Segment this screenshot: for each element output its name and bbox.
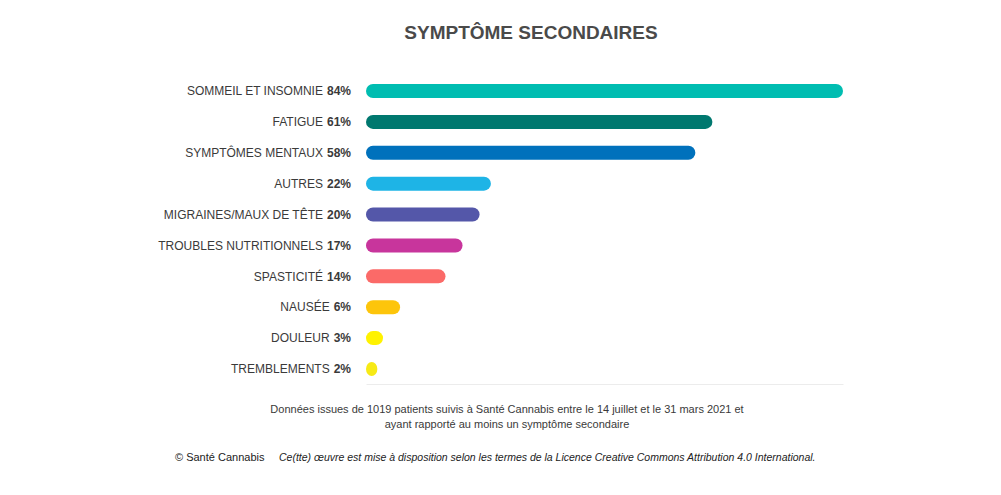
license: Ce(tte) œuvre est mise à disposition sel… xyxy=(279,451,816,463)
category-label: TREMBLEMENTS 2% xyxy=(231,362,351,376)
category-name: SPASTICITÉ xyxy=(254,269,323,284)
bar xyxy=(366,208,480,222)
title: SYMPTÔME SECONDAIRES xyxy=(404,22,657,43)
bar xyxy=(366,269,446,283)
bar xyxy=(366,238,463,252)
note: Données issues de 1019 patients suivis à… xyxy=(270,403,743,415)
notes: Données issues de 1019 patients suivis à… xyxy=(175,403,816,463)
category-label: TROUBLES NUTRITIONNELS 17% xyxy=(158,239,351,253)
data-label: 3% xyxy=(334,331,352,345)
bar xyxy=(366,84,843,98)
data-label: 84% xyxy=(327,84,351,98)
category-label: MIGRAINES/MAUX DE TÊTE 20% xyxy=(164,207,351,222)
category-name: TREMBLEMENTS xyxy=(231,362,330,376)
bar xyxy=(366,331,383,345)
bar xyxy=(366,177,491,191)
data-label: 17% xyxy=(327,239,351,253)
category-label: FATIGUE 61% xyxy=(273,115,352,129)
category-name: MIGRAINES/MAUX DE TÊTE xyxy=(164,207,323,222)
credit: © Santé Cannabis xyxy=(175,451,265,463)
data-label: 20% xyxy=(327,208,351,222)
bar xyxy=(366,146,695,160)
x-axis xyxy=(367,384,844,385)
bars xyxy=(366,84,843,376)
data-label: 14% xyxy=(327,270,351,284)
data-label: 22% xyxy=(327,177,351,191)
data-label: 2% xyxy=(334,362,352,376)
category-name: AUTRES xyxy=(274,177,323,191)
data-label: 58% xyxy=(327,146,351,160)
category-name: FATIGUE xyxy=(273,115,323,129)
category-name: DOULEUR xyxy=(271,331,330,345)
category-name: SYMPTÔMES MENTAUX xyxy=(185,145,323,160)
category-label: SYMPTÔMES MENTAUX 58% xyxy=(185,145,351,160)
x-axis-line xyxy=(367,384,844,385)
category-name: SOMMEIL ET INSOMNIE xyxy=(187,84,323,98)
category-name: NAUSÉE xyxy=(280,299,329,314)
category-labels: SOMMEIL ET INSOMNIE 84% FATIGUE 61% SYMPTÔME… xyxy=(158,84,351,376)
category-label: NAUSÉE 6% xyxy=(280,299,351,314)
category-label: SPASTICITÉ 14% xyxy=(254,269,351,284)
category-label: AUTRES 22% xyxy=(274,177,351,191)
category-name: TROUBLES NUTRITIONNELS xyxy=(158,239,323,253)
category-label: SOMMEIL ET INSOMNIE 84% xyxy=(187,84,351,98)
data-label: 6% xyxy=(334,300,352,314)
bar xyxy=(366,115,712,129)
bar xyxy=(366,362,377,376)
category-label: DOULEUR 3% xyxy=(271,331,351,345)
chart: SYMPTÔME SECONDAIRES SOMMEIL ET INSOMNIE 8… xyxy=(0,0,1001,495)
bar xyxy=(366,300,400,314)
data-label: 61% xyxy=(327,115,351,129)
note: ayant rapporté au moins un symptôme seco… xyxy=(385,418,630,430)
